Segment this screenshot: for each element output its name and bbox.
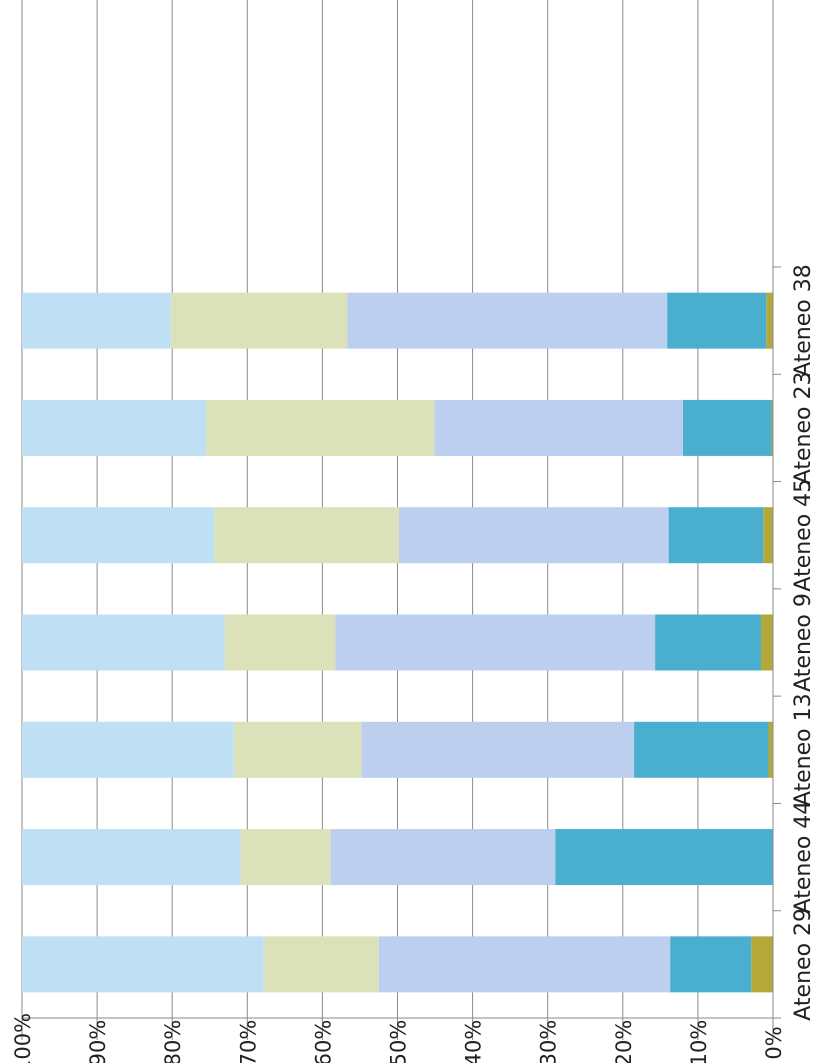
- bar-segment: [434, 399, 683, 456]
- category-axis: [22, 18, 781, 1019]
- bar-segment: [751, 936, 773, 993]
- value-tick-label: 10%: [687, 1020, 711, 1063]
- bar-segment: [214, 507, 400, 564]
- bar-segment: [555, 829, 773, 886]
- bar-segment: [399, 507, 669, 564]
- bar-segment: [763, 507, 773, 564]
- bar-segment: [170, 292, 348, 349]
- bar-segment: [655, 614, 761, 671]
- value-tick-label: 70%: [236, 1020, 260, 1063]
- bar-segment: [668, 507, 764, 564]
- value-tick-label: 30%: [537, 1020, 561, 1063]
- value-axis-ticks: 0% 10% 20% 30% 40% 50% 60% 70% 80% 90% 100%: [11, 1013, 786, 1063]
- bar-segment: [670, 936, 752, 993]
- value-tick-label: 20%: [612, 1020, 636, 1063]
- bar-segment: [22, 399, 206, 456]
- value-tick-label: 40%: [462, 1020, 486, 1063]
- bar-segment: [347, 292, 668, 349]
- category-label: Ateneo 29: [791, 908, 816, 1021]
- bar-segment: [22, 829, 241, 886]
- value-tick-label: 100%: [11, 1013, 35, 1063]
- bar-segment: [22, 721, 234, 778]
- category-label: Ateneo 13: [791, 693, 816, 806]
- bar-stacks: [22, 292, 773, 993]
- bar-segment: [22, 507, 215, 564]
- value-tick-label: 80%: [161, 1020, 185, 1063]
- bar-segment: [22, 292, 171, 349]
- bar-segment: [240, 829, 331, 886]
- category-label: Ateneo 23: [791, 372, 816, 485]
- category-label: Ateneo 44: [791, 801, 816, 914]
- bar-segment: [330, 829, 556, 886]
- bar-segment: [224, 614, 336, 671]
- value-tick-label: 60%: [311, 1020, 335, 1063]
- value-tick-label: 90%: [86, 1020, 110, 1063]
- bar-segment: [768, 721, 773, 778]
- value-tick-label: 0%: [762, 1026, 786, 1059]
- value-tick-label: 50%: [387, 1020, 411, 1063]
- bar-segment: [22, 614, 225, 671]
- bar-segment: [760, 614, 773, 671]
- bar-segment: [378, 936, 671, 993]
- bar-segment: [682, 399, 772, 456]
- bar-segment: [22, 936, 264, 993]
- category-label: Ateneo 9: [791, 593, 816, 692]
- bar-segment: [233, 721, 362, 778]
- bar-segment: [335, 614, 656, 671]
- bar-segment: [771, 399, 773, 456]
- bar-segment: [205, 399, 435, 456]
- bar-segment: [634, 721, 769, 778]
- bar-segment: [263, 936, 379, 993]
- bar-segment: [667, 292, 767, 349]
- bar-segment: [766, 292, 773, 349]
- category-label: Ateneo 45: [791, 479, 816, 592]
- category-label: Ateneo 38: [791, 264, 816, 377]
- bar-segment: [361, 721, 635, 778]
